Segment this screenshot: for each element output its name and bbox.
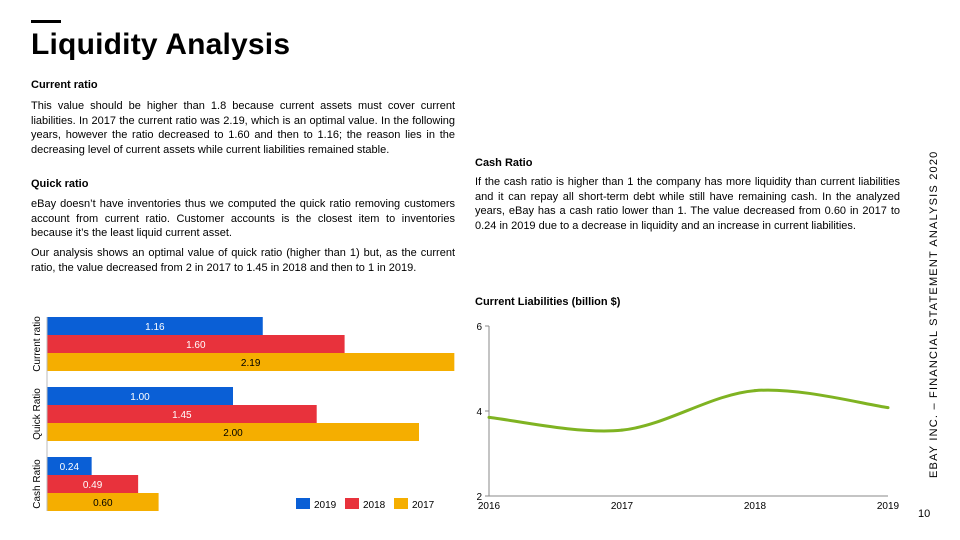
liabilities-chart-title: Current Liabilities (billion $) — [475, 296, 621, 308]
y-tick-label-6: 6 — [476, 322, 482, 333]
bar-current-ratio-2018 — [47, 335, 345, 353]
current-liabilities-line — [488, 388, 889, 433]
bar-label-current-ratio-2019: 1.16 — [145, 322, 165, 333]
category-label-cash-ratio: Cash Ratio — [32, 459, 43, 509]
quick-ratio-text-2: Our analysis shows an optimal value of q… — [31, 247, 455, 274]
legend-swatch-2017 — [394, 498, 408, 509]
ratios-bar-chart: 1.16 1.60 2.19 Current ratio 1.00 1.45 2.00 Qui… — [32, 316, 455, 511]
page-number: 10 — [918, 508, 931, 520]
data-point-2018 — [753, 389, 757, 393]
cash-ratio-heading: Cash Ratio — [475, 157, 533, 169]
side-label: EBAY INC. – FINANCIAL STATEMENT ANALYSIS… — [928, 150, 940, 478]
bar-cash-ratio-2018 — [47, 475, 139, 493]
x-tick-label-2018: 2018 — [744, 501, 767, 512]
bar-current-ratio-2017 — [47, 353, 455, 371]
title-accent-bar — [31, 20, 61, 23]
bar-label-cash-ratio-2019: 0.24 — [60, 462, 80, 473]
liabilities-line-chart: 2 4 6 2016 2017 2018 2019 — [476, 322, 900, 512]
bar-cash-ratio-2019 — [47, 457, 92, 475]
bar-label-cash-ratio-2018: 0.49 — [83, 480, 103, 491]
category-label-quick-ratio: Quick Ratio — [32, 388, 43, 440]
bar-quick-ratio-2017 — [47, 423, 419, 441]
bar-cash-ratio-2017 — [47, 493, 159, 511]
quick-ratio-text-1: eBay doesn’t have inventories thus we co… — [31, 198, 455, 240]
data-point-2016 — [487, 415, 491, 419]
bar-quick-ratio-2018 — [47, 405, 317, 423]
bar-quick-ratio-2019 — [47, 387, 233, 405]
data-point-2019 — [886, 406, 890, 410]
bar-label-quick-ratio-2019: 1.00 — [130, 392, 150, 403]
data-point-2017 — [620, 428, 624, 432]
current-ratio-heading: Current ratio — [31, 79, 98, 91]
x-tick-label-2016: 2016 — [478, 501, 501, 512]
legend-swatch-2019 — [296, 498, 310, 509]
bar-label-quick-ratio-2018: 1.45 — [172, 410, 192, 421]
x-tick-label-2017: 2017 — [611, 501, 634, 512]
legend-swatch-2018 — [345, 498, 359, 509]
x-tick-label-2019: 2019 — [877, 501, 900, 512]
bar-label-current-ratio-2017: 2.19 — [241, 358, 261, 369]
y-tick-label-2: 2 — [476, 492, 482, 503]
legend-label-2017: 2017 — [412, 500, 435, 511]
legend-label-2018: 2018 — [363, 500, 386, 511]
legend-label-2019: 2019 — [314, 500, 337, 511]
bar-label-current-ratio-2018: 1.60 — [186, 340, 206, 351]
bar-current-ratio-2019 — [47, 317, 263, 335]
current-ratio-text: This value should be higher than 1.8 bec… — [31, 100, 455, 156]
cash-ratio-text: If the cash ratio is higher than 1 the c… — [475, 176, 900, 232]
bar-label-cash-ratio-2017: 0.60 — [93, 498, 113, 509]
category-label-current-ratio: Current ratio — [32, 316, 43, 372]
y-tick-label-4: 4 — [476, 407, 482, 418]
bar-label-quick-ratio-2017: 2.00 — [223, 428, 243, 439]
quick-ratio-heading: Quick ratio — [31, 178, 89, 190]
page-title: Liquidity Analysis — [31, 28, 291, 61]
